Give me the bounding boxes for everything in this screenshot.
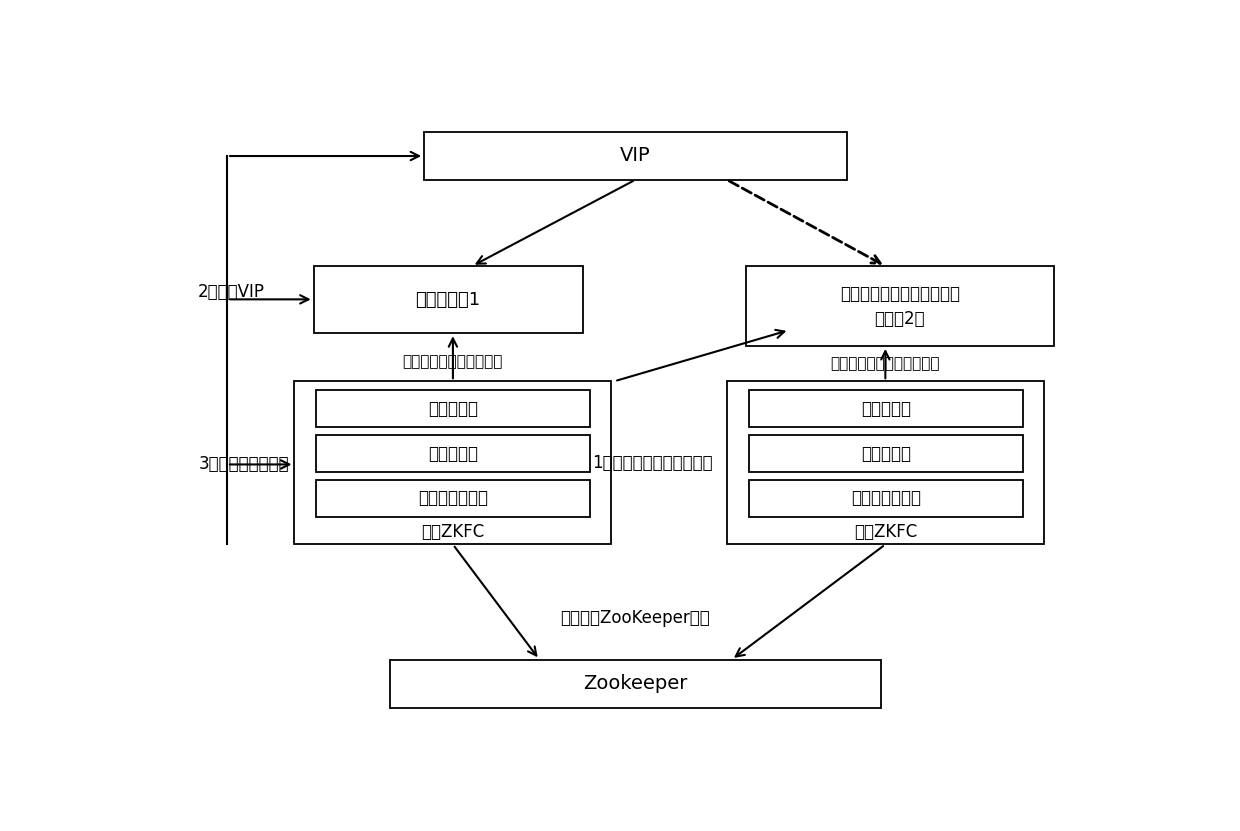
Text: 健康监控器: 健康监控器: [861, 400, 911, 418]
Text: 监控并向ZooKeeper抢锁: 监控并向ZooKeeper抢锁: [560, 609, 711, 627]
Text: Zookeeper: Zookeeper: [583, 674, 688, 693]
Text: 故障控制器: 故障控制器: [861, 445, 911, 463]
FancyBboxPatch shape: [749, 479, 1023, 517]
FancyBboxPatch shape: [749, 391, 1023, 427]
FancyBboxPatch shape: [424, 132, 847, 179]
FancyBboxPatch shape: [749, 435, 1023, 472]
FancyBboxPatch shape: [314, 266, 583, 333]
FancyBboxPatch shape: [746, 266, 1054, 346]
Text: 监控元数据节点的健康状况: 监控元数据节点的健康状况: [831, 356, 940, 371]
FancyBboxPatch shape: [294, 381, 611, 544]
FancyBboxPatch shape: [316, 391, 590, 427]
Text: 第一ZKFC: 第一ZKFC: [422, 523, 485, 541]
Text: 元数据节点1: 元数据节点1: [415, 291, 481, 308]
Text: 主节点（作为主节点的元数
据节点2）: 主节点（作为主节点的元数 据节点2）: [839, 284, 960, 327]
Text: 第二ZKFC: 第二ZKFC: [853, 523, 918, 541]
Text: VIP: VIP: [620, 146, 651, 165]
Text: 故障控制器: 故障控制器: [428, 445, 479, 463]
Text: 监控元数节点的健康状况: 监控元数节点的健康状况: [403, 355, 503, 370]
Text: 1、隔离发生故障的主节点: 1、隔离发生故障的主节点: [593, 455, 713, 472]
FancyBboxPatch shape: [391, 660, 880, 708]
Text: 自动的主备选举: 自动的主备选举: [851, 489, 921, 508]
FancyBboxPatch shape: [316, 479, 590, 517]
FancyBboxPatch shape: [727, 381, 1044, 544]
FancyBboxPatch shape: [316, 435, 590, 472]
Text: 自动的主备选举: 自动的主备选举: [418, 489, 489, 508]
Text: 3、切换为活动状态: 3、切换为活动状态: [198, 455, 289, 474]
Text: 2、切换VIP: 2、切换VIP: [198, 283, 265, 301]
Text: 健康监控器: 健康监控器: [428, 400, 479, 418]
